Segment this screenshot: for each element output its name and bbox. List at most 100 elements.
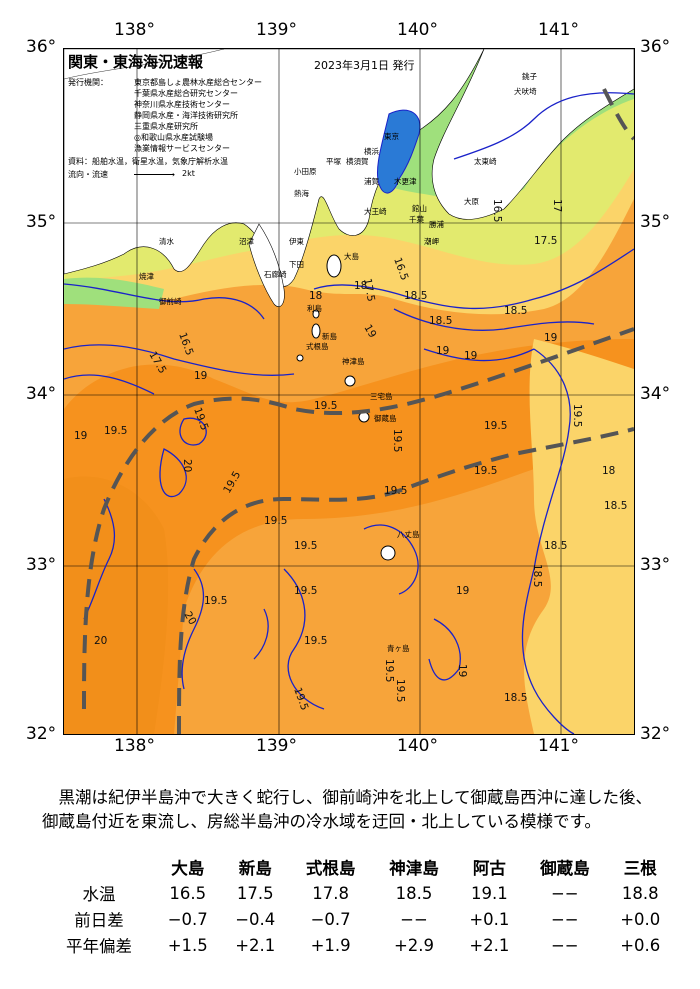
table-header-cell: 神津島 [389,859,439,878]
table-cell: −− [550,909,579,929]
isotherm-label: 19 [544,332,557,344]
issuer-item: 漁業情報サービスセンター [134,144,230,153]
legend-scale: 2kt [182,169,195,178]
isotherm-label: 16.5 [491,199,503,222]
lon-label-bottom-140: 140° [397,736,438,756]
lat-label-left-34: 34° [26,384,57,404]
isotherm-label: 19.5 [264,515,287,527]
legend-arrow [134,174,174,175]
isotherm-label: 17 [551,199,563,212]
lat-label-left-36: 36° [26,37,57,57]
place-name: 平塚 [326,157,341,166]
lat-label-left-33: 33° [26,555,57,575]
table-header-cell: 阿古 [472,859,506,878]
isotherm-label: 19.5 [104,425,127,437]
place-name: 清水 [159,236,174,246]
place-name: 熱海 [294,188,309,198]
issuer-item: 三重県水産研究所 [134,122,198,131]
table-cell: −0.7 [167,909,208,929]
table-header-cell: 三根 [623,859,657,878]
table-cell: +2.1 [235,935,276,955]
table-cell: +1.9 [310,935,351,955]
isotherm-label: 19.5 [314,400,337,412]
table-row: 前日差 −0.7 −0.4 −0.7 −− +0.1 −− +0.0 [44,906,674,932]
isotherm-label: 20 [181,610,198,628]
table-cell: −− [550,883,579,903]
isotherm-label: 18 [309,290,322,302]
place-name: 銚子 [522,71,537,81]
isotherm-label: 18.5 [544,540,567,552]
issuer-item: ◎和歌山県水産試験場 [134,133,213,142]
place-name: 石廊崎 [264,269,287,279]
lon-label-top-138: 138° [114,20,155,40]
place-name: 東京 [384,131,399,141]
lat-label-right-33: 33° [640,555,671,575]
table-cell: −0.4 [235,909,276,929]
table-cell: 16.5 [169,883,207,903]
issuer-item: 千葉県水産総合研究センター [134,89,238,98]
table-cell: +2.9 [393,935,435,955]
lat-label-left-35: 35° [26,212,57,232]
inner-tokyo-bay [376,109,421,194]
place-name: 太東崎 [474,156,497,166]
table-cell: 18.5 [395,883,433,903]
row-label: 前日差 [74,911,124,930]
map-canvas [64,49,634,734]
zone-kuroshio-core [64,476,169,734]
isotherm-label: 19.5 [204,595,227,607]
place-name: 御前崎 [159,296,182,306]
legend-label: 流向・流速 [68,170,108,179]
lat-label-right-36: 36° [640,37,671,57]
place-name: 木更津 [394,176,417,186]
lat-label-left-32: 32° [26,724,57,744]
place-name: 大原 [464,196,479,206]
lon-label-bottom-138: 138° [114,736,155,756]
place-name: 館山 [412,203,427,213]
table-cell: 19.1 [471,883,508,903]
land-boso [431,49,634,220]
row-label: 水温 [82,885,116,904]
isotherm-label: 19.5 [391,429,403,452]
lon-label-top-141: 141° [538,20,579,40]
island-hachijojima [380,545,396,561]
isotherm-label: 19.5 [394,679,406,702]
isotherm-label: 19.5 [383,659,395,682]
kuroshio-axis [82,88,634,734]
place-name: 下田 [289,260,304,269]
table-row: 水温 16.5 17.5 17.8 18.5 19.1 −− 18.8 [44,880,674,906]
lon-label-bottom-139: 139° [256,736,297,756]
issuer-list: 東京都島しょ農林水産総合センター 千葉県水産総合研究センター 神奈川県水産技術セ… [134,77,262,154]
place-name: 御蔵島 [374,413,397,423]
lon-label-top-140: 140° [397,20,438,40]
isotherm-label: 16.5 [391,256,410,282]
table-cell: +0.6 [620,935,661,955]
place-name: 大島 [344,251,359,261]
isotherm-label: 18.5 [504,305,527,317]
summary-text: 黒潮は紀伊半島沖で大きく蛇行し、御前崎沖を北上して御蔵島西沖に達した後、御蔵島付… [42,788,653,831]
table-cell: −− [400,909,428,929]
place-name: 八丈島 [397,529,420,539]
island-toshima [312,309,320,319]
isotherm-label: 18.5 [504,692,527,704]
isotherm-label: 19.5 [294,540,317,552]
table-cell: 17.5 [236,883,274,903]
place-name: 焼津 [139,272,154,281]
island-temperature-table: 大島 新島 式根島 神津島 阿古 御蔵島 三根 水温 16.5 17.5 17.… [44,854,674,958]
table-cell: +2.1 [469,935,510,955]
place-name: 横須賀 [346,156,369,166]
lat-label-right-32: 32° [640,724,671,744]
isotherm-label: 19.5 [294,585,317,597]
place-name: 勝浦 [429,219,444,229]
source-text: 船舶水温，衛星水温，気象庁解析水温 [92,157,228,166]
map-date: 2023年3月1日 発行 [314,59,415,72]
table-header-cell: 大島 [171,859,205,878]
place-name: 大王崎 [364,206,387,216]
isotherm-label: 18 [354,280,367,292]
isotherm-label: 18.5 [604,500,627,512]
graticule [64,49,634,734]
lon-label-bottom-141: 141° [538,736,579,756]
isotherm-label: 18.5 [429,315,452,327]
place-name: 三宅島 [370,391,393,401]
island-kozushima [344,375,356,387]
